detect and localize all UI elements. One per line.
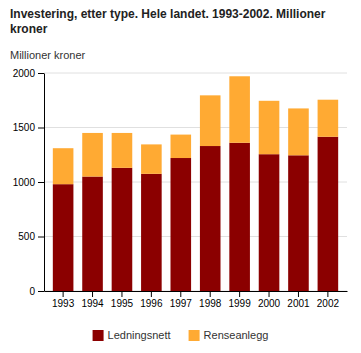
tick: 2000 bbox=[258, 291, 281, 309]
tick-label: 1000 bbox=[13, 177, 36, 188]
grid-line bbox=[44, 73, 347, 74]
tick-label: 1500 bbox=[13, 122, 36, 133]
tick-label: 500 bbox=[18, 231, 35, 242]
axis-line bbox=[45, 291, 348, 292]
bar bbox=[112, 168, 133, 291]
tick-label: 2002 bbox=[317, 298, 340, 309]
tick-label: 2001 bbox=[287, 298, 310, 309]
bar bbox=[200, 146, 221, 291]
legend-label: Renseanlegg bbox=[204, 329, 269, 341]
tick-mark bbox=[38, 73, 44, 74]
tick: 1995 bbox=[111, 291, 134, 309]
tick-mark bbox=[269, 291, 270, 297]
title: Investering, etter type. Hele landet. 19… bbox=[10, 7, 326, 36]
bar bbox=[259, 154, 280, 291]
tick-mark bbox=[63, 291, 64, 297]
tick-label: 2000 bbox=[258, 298, 281, 309]
tick: 1998 bbox=[199, 291, 222, 309]
legend-swatch bbox=[189, 330, 200, 341]
tick: 1993 bbox=[52, 291, 75, 309]
tick: 1500 bbox=[13, 122, 44, 133]
legend-swatch bbox=[93, 330, 104, 341]
plot: 0 500 1000 1500 2000 1993 1994 1995 1996 1997 1998… bbox=[13, 68, 348, 309]
tick: 1996 bbox=[140, 291, 163, 309]
axis-line bbox=[44, 74, 45, 292]
tick: 1994 bbox=[81, 291, 104, 309]
tick-label: 0 bbox=[29, 286, 35, 297]
tick: 1997 bbox=[170, 291, 193, 309]
tick-label: 1996 bbox=[140, 298, 163, 309]
tick-label: 1994 bbox=[81, 298, 104, 309]
tick-mark bbox=[180, 291, 181, 297]
tick-mark bbox=[327, 291, 328, 297]
bar bbox=[82, 133, 103, 177]
tick-mark bbox=[92, 291, 93, 297]
bar bbox=[53, 148, 74, 184]
tick-mark bbox=[121, 291, 122, 297]
tick: 1000 bbox=[13, 177, 44, 188]
title-line: Investering, etter type. Hele landet. 19… bbox=[10, 7, 326, 21]
chart: Investering, etter type. Hele landet. 19… bbox=[0, 0, 361, 353]
bar bbox=[141, 174, 162, 291]
tick-mark bbox=[239, 291, 240, 297]
series bbox=[53, 76, 338, 184]
tick: 0 bbox=[29, 286, 44, 297]
tick: 500 bbox=[18, 231, 44, 242]
tick-mark bbox=[38, 128, 44, 129]
tick-mark bbox=[210, 291, 211, 297]
legend-item: Renseanlegg bbox=[189, 329, 269, 341]
bar bbox=[229, 76, 250, 142]
tick-label: 2000 bbox=[13, 68, 36, 79]
legend-item: Ledningsnett bbox=[93, 329, 171, 341]
legend: Ledningsnett Renseanlegg bbox=[93, 329, 269, 341]
x-axis: 1993 1994 1995 1996 1997 1998 1999 2000 2001 2002 bbox=[45, 291, 348, 309]
bars bbox=[53, 76, 338, 291]
tick: 2001 bbox=[287, 291, 310, 309]
bar bbox=[82, 177, 103, 291]
grid bbox=[44, 73, 347, 291]
tick-mark bbox=[151, 291, 152, 297]
tick-label: 1998 bbox=[199, 298, 222, 309]
tick-label: 1993 bbox=[52, 298, 75, 309]
y-axis-label: Millioner kroner bbox=[10, 49, 86, 61]
bar bbox=[112, 133, 133, 168]
bar bbox=[288, 155, 309, 291]
bar bbox=[288, 108, 309, 155]
bar bbox=[318, 100, 339, 137]
tick-label: 1997 bbox=[170, 298, 193, 309]
tick-label: 1995 bbox=[111, 298, 134, 309]
tick-mark bbox=[38, 291, 44, 292]
tick-label: 1999 bbox=[229, 298, 252, 309]
bar bbox=[53, 184, 74, 291]
legend-label: Ledningsnett bbox=[108, 329, 171, 341]
tick-mark bbox=[38, 237, 44, 238]
bar bbox=[200, 95, 221, 146]
y-axis: 0 500 1000 1500 2000 bbox=[13, 68, 45, 297]
tick: 2000 bbox=[13, 68, 44, 79]
bar bbox=[170, 135, 191, 158]
tick-mark bbox=[298, 291, 299, 297]
tick: 1999 bbox=[229, 291, 252, 309]
bar bbox=[259, 101, 280, 154]
bar bbox=[170, 158, 191, 291]
bar bbox=[229, 143, 250, 291]
title-line: kroner bbox=[10, 22, 48, 36]
bar bbox=[318, 137, 339, 291]
bar bbox=[141, 144, 162, 173]
tick: 2002 bbox=[317, 291, 340, 309]
tick-mark bbox=[38, 182, 44, 183]
